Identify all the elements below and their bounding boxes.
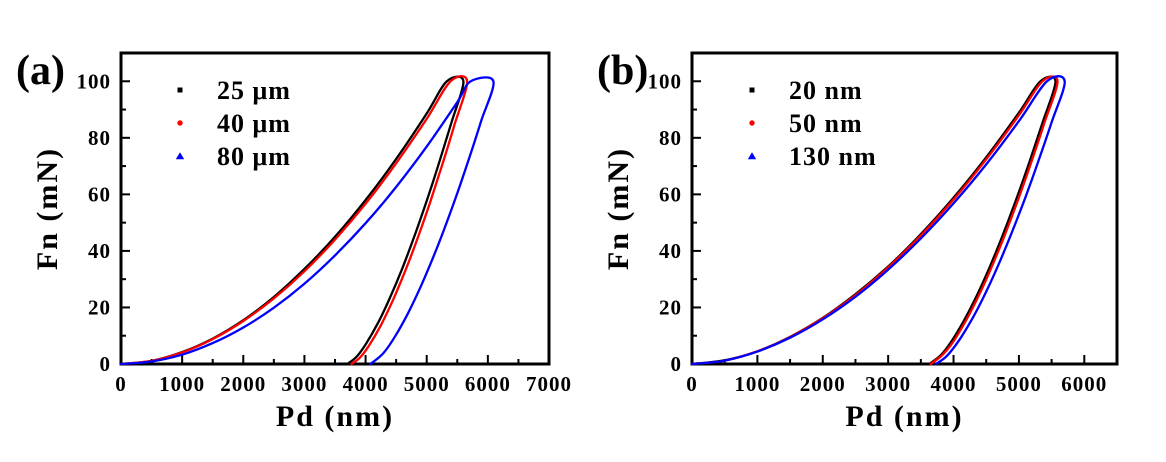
panel-a-frame [119, 51, 551, 366]
x-tick-label: 4000 [343, 372, 389, 396]
legend-square-marker [177, 87, 183, 93]
y-tick-label: 20 [659, 295, 682, 319]
x-tick-label: 6000 [1061, 372, 1107, 396]
y-tick-label: 40 [88, 239, 111, 263]
x-tick-label: 1000 [734, 372, 780, 396]
y-tick-label: 100 [77, 69, 112, 93]
y-tick-label: 0 [671, 352, 683, 376]
x-tick-label: 5000 [996, 372, 1042, 396]
panel-b-label: (b) [597, 48, 648, 94]
legend-label: 20 nm [789, 76, 863, 105]
x-tick-label: 4000 [931, 372, 977, 396]
legend-label: 130 nm [789, 142, 877, 171]
y-tick-label: 20 [88, 295, 111, 319]
y-tick-label: 40 [659, 239, 682, 263]
x-tick-label: 1000 [159, 372, 205, 396]
legend-label: 80 μm [217, 142, 291, 171]
legend-square-marker [749, 87, 755, 93]
series-curve-25-μm [119, 75, 465, 366]
series-curve-50-nm [690, 75, 1059, 366]
x-tick-label: 2000 [220, 372, 266, 396]
legend-label: 25 μm [217, 76, 291, 105]
y-tick-label: 80 [88, 126, 111, 150]
panel-a-label: (a) [16, 48, 65, 94]
x-tick-label: 3000 [281, 372, 327, 396]
panel-b-frame [690, 51, 1119, 366]
x-axis-label: Pd (nm) [845, 400, 963, 433]
x-tick-label: 3000 [865, 372, 911, 396]
y-tick-label: 80 [659, 126, 682, 150]
y-tick-label: 0 [100, 352, 112, 376]
legend-label: 40 μm [217, 109, 291, 138]
y-tick-label: 60 [88, 182, 111, 206]
y-tick-label: 60 [659, 182, 682, 206]
series-curve-130-nm [690, 75, 1066, 366]
panel-b-chart: 0 1000 2000 3000 4000 5000 6000 0 20 40 60 80 100 Pd … [597, 48, 1119, 433]
legend-label: 50 nm [789, 109, 863, 138]
x-tick-label: 6000 [465, 372, 511, 396]
x-tick-label: 0 [115, 372, 127, 396]
y-tick-label: 100 [648, 69, 683, 93]
x-tick-label: 7000 [526, 372, 572, 396]
legend-circle-marker [177, 120, 183, 126]
series-curve-40-μm [119, 75, 469, 366]
y-axis-label: Fn (mN) [602, 147, 635, 270]
legend-triangle-marker [175, 152, 185, 160]
x-tick-label: 2000 [800, 372, 846, 396]
y-axis-label: Fn (mN) [31, 147, 64, 270]
x-tick-label: 5000 [404, 372, 450, 396]
panel-a-chart: 0 1000 2000 3000 4000 5000 6000 7000 0 20 40 60 80 10… [16, 48, 572, 433]
x-tick-label: 0 [686, 372, 698, 396]
series-curve-20-nm [690, 75, 1057, 366]
x-axis-label: Pd (nm) [276, 400, 394, 433]
legend-circle-marker [749, 120, 755, 126]
legend-triangle-marker [747, 152, 757, 160]
series-curve-80-μm [119, 76, 495, 366]
